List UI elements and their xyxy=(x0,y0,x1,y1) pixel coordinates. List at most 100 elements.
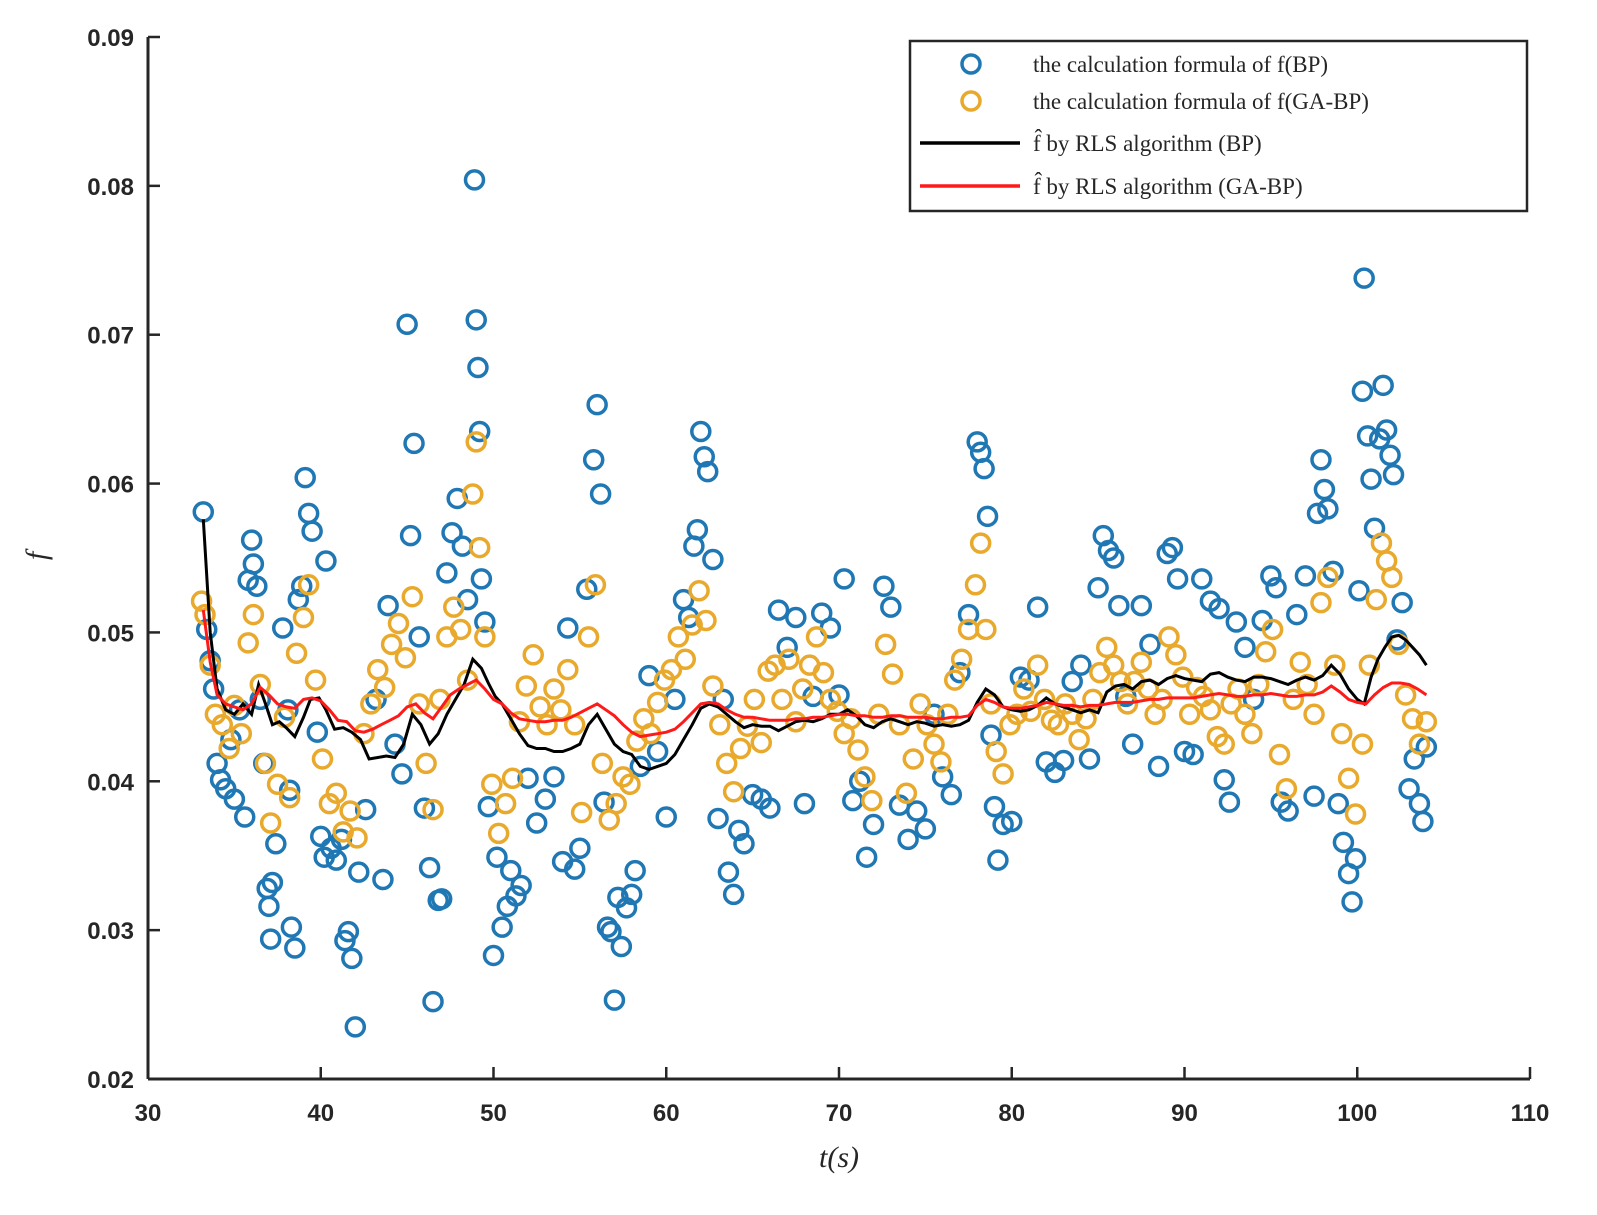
bp-data-point xyxy=(707,807,729,830)
legend: the calculation formula of f(BP) the cal… xyxy=(908,39,1529,213)
gabp-data-point xyxy=(1013,678,1035,700)
bp-data-point xyxy=(1070,654,1092,676)
gabp-data-point xyxy=(373,676,396,699)
gabp-data-point xyxy=(408,693,430,715)
gabp-data-point xyxy=(474,626,496,648)
bp-data-point xyxy=(569,837,591,860)
gabp-data-point xyxy=(937,703,959,726)
bp-data-point xyxy=(615,897,638,919)
bp-data-point xyxy=(940,783,963,806)
gabp-data-point xyxy=(1408,733,1431,755)
gabp-data-point xyxy=(1381,566,1403,589)
bp-data-point xyxy=(880,596,902,618)
gabp-data-point xyxy=(1351,733,1374,755)
gabp-data-point xyxy=(292,606,315,629)
bp-data-point xyxy=(1306,502,1329,525)
bp-data-point xyxy=(233,806,256,828)
bp-data-point xyxy=(1061,670,1083,693)
bp-data-point xyxy=(315,550,337,572)
bp-data-point xyxy=(1356,425,1379,447)
gabp-data-point xyxy=(812,661,835,684)
bp-data-point xyxy=(1294,565,1317,587)
y-tick-label: 0.07 xyxy=(87,323,134,350)
gabp-data-point xyxy=(722,780,745,803)
gabp-data-point xyxy=(494,792,517,815)
bp-data-point xyxy=(1121,733,1144,755)
bp-data-point xyxy=(1332,831,1355,854)
gabp-data-point xyxy=(729,737,752,760)
gabp-data-point xyxy=(1026,654,1049,676)
bp-data-point xyxy=(246,575,268,598)
legend-gabp-marker xyxy=(960,90,982,112)
x-axis-label: t(s) xyxy=(819,1141,859,1174)
bp-data-point xyxy=(467,356,489,379)
bp-data-point xyxy=(966,431,988,453)
gabp-data-point xyxy=(1158,626,1180,648)
bp-data-point xyxy=(474,611,496,633)
bp-data-point xyxy=(1001,810,1023,833)
bp-data-point xyxy=(422,990,444,1013)
gabp-data-point xyxy=(943,669,966,691)
gabp-data-point xyxy=(667,626,690,648)
series-bp-markers xyxy=(192,169,1438,1038)
gabp-data-point xyxy=(515,675,538,697)
bp-data-point xyxy=(534,788,557,810)
gabp-data-point xyxy=(1358,654,1381,676)
gabp-data-point xyxy=(1241,722,1263,745)
bp-data-point xyxy=(855,846,878,868)
bp-data-point xyxy=(294,466,316,489)
bp-data-point xyxy=(399,524,422,547)
bp-data-point xyxy=(1166,568,1189,590)
bp-data-point xyxy=(1078,748,1101,770)
gabp-data-point xyxy=(847,739,869,761)
series-rls-gabp-line xyxy=(201,609,1428,739)
bp-data-point xyxy=(1156,542,1178,565)
bp-data-point xyxy=(465,309,487,331)
bp-data-point xyxy=(983,795,1006,818)
gabp-data-point xyxy=(591,752,614,775)
bp-data-point xyxy=(1260,565,1282,587)
gabp-data-point xyxy=(1254,641,1277,663)
bp-data-point xyxy=(833,568,855,590)
gabp-data-point xyxy=(1165,644,1187,666)
bp-data-point xyxy=(1313,478,1336,501)
bp-data-point xyxy=(624,859,646,882)
bp-data-point xyxy=(596,916,619,938)
gabp-data-point xyxy=(1365,588,1388,611)
gabp-data-point xyxy=(1213,733,1235,755)
bp-data-point xyxy=(873,575,895,598)
bp-data-point xyxy=(557,617,579,639)
bp-data-point xyxy=(271,617,294,639)
gabp-data-point xyxy=(750,731,773,754)
bp-data-point xyxy=(372,868,394,891)
gabp-data-point xyxy=(1082,688,1104,711)
bp-data-point xyxy=(1398,777,1420,800)
x-tick-label: 90 xyxy=(1171,1100,1198,1127)
gabp-data-point xyxy=(449,618,472,641)
bp-data-point xyxy=(278,779,301,801)
bp-data-point xyxy=(897,828,919,851)
bp-data-point xyxy=(468,420,491,443)
gabp-data-point xyxy=(1303,703,1325,726)
gabp-data-point xyxy=(462,483,484,505)
gabp-data-point xyxy=(646,691,669,714)
bp-data-point xyxy=(722,883,745,906)
legend-bp-label: the calculation formula of f(BP) xyxy=(1033,52,1328,77)
gabp-data-point xyxy=(468,536,491,559)
gabp-data-point xyxy=(529,696,551,718)
gabp-data-point xyxy=(380,633,403,656)
gabp-data-point xyxy=(778,648,800,670)
bp-data-point xyxy=(987,849,1009,871)
gabp-data-point xyxy=(415,752,437,775)
gabp-data-point xyxy=(1096,636,1118,659)
gabp-data-point xyxy=(715,752,738,775)
gabp-data-point xyxy=(1268,743,1291,766)
gabp-data-point xyxy=(791,678,814,700)
bp-data-point xyxy=(733,833,755,855)
y-tick-label: 0.06 xyxy=(87,472,134,499)
series-rls-bp-line xyxy=(201,519,1428,771)
legend-box xyxy=(908,39,1529,213)
bp-data-point xyxy=(793,792,816,815)
bp-data-point xyxy=(337,920,360,943)
bp-data-point xyxy=(1341,891,1363,913)
